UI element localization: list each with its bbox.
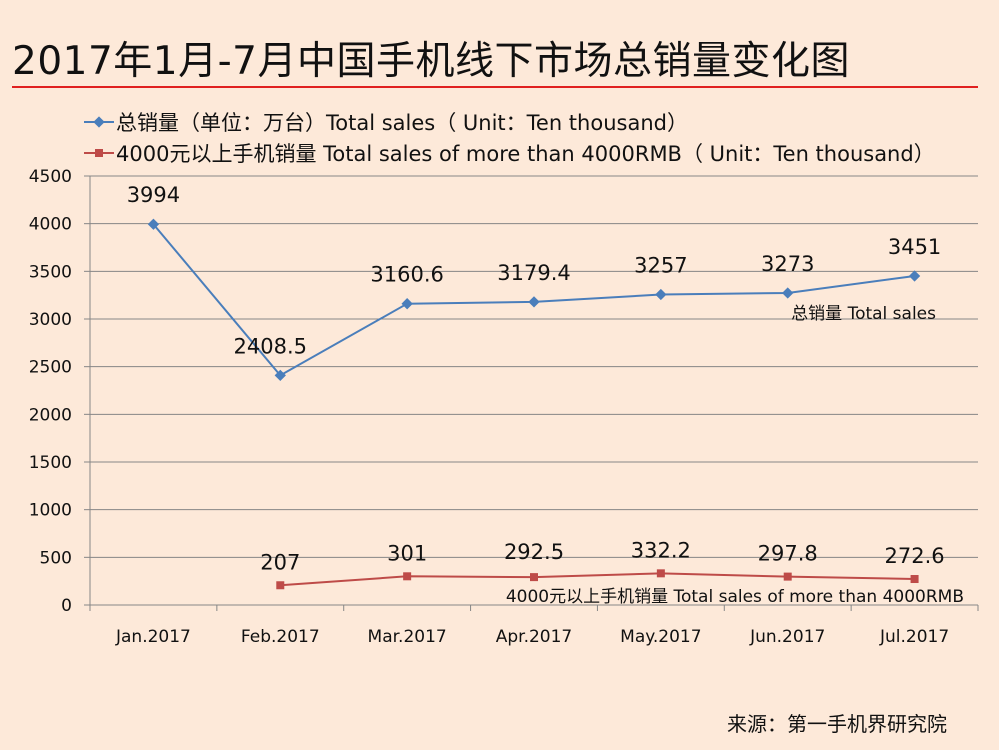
data-point-diamond bbox=[147, 218, 160, 230]
x-tick-label: Jun.2017 bbox=[749, 627, 825, 647]
data-label: 3160.6 bbox=[370, 263, 443, 287]
y-tick-label: 4500 bbox=[29, 167, 72, 187]
data-point-diamond bbox=[655, 288, 667, 301]
legend-label-premium: 4000元以上手机销量 Total sales of more than 400… bbox=[116, 141, 935, 166]
y-tick-label: 1000 bbox=[29, 501, 72, 521]
y-tick-label: 1500 bbox=[29, 453, 72, 473]
legend-item-total: 总销量（单位：万台）Total sales（ Unit：Ten thousand… bbox=[84, 106, 935, 137]
chart-title: 2017年1月-7月中国手机线下市场总销量变化图 bbox=[12, 39, 850, 84]
data-point-square bbox=[403, 572, 412, 581]
source-note: 来源：第一手机界研究院 bbox=[727, 712, 947, 736]
x-tick-label: Feb.2017 bbox=[241, 627, 320, 647]
y-tick-label: 500 bbox=[40, 548, 72, 568]
data-point-square bbox=[783, 572, 792, 581]
data-point-square bbox=[276, 581, 285, 590]
y-tick-label: 2500 bbox=[29, 358, 72, 378]
x-tick-label: Apr.2017 bbox=[496, 627, 573, 647]
y-tick-label: 3500 bbox=[29, 262, 72, 282]
data-label: 3451 bbox=[888, 235, 941, 259]
data-label: 297.8 bbox=[758, 542, 818, 566]
data-label: 301 bbox=[387, 541, 427, 565]
data-label: 3994 bbox=[127, 183, 180, 207]
data-label: 207 bbox=[260, 550, 300, 574]
data-point-diamond bbox=[401, 298, 413, 310]
x-tick-label: Mar.2017 bbox=[368, 627, 447, 647]
y-tick-label: 0 bbox=[61, 596, 72, 616]
data-point-diamond bbox=[782, 287, 794, 299]
legend-marker-diamond bbox=[84, 112, 114, 132]
data-label: 3273 bbox=[761, 252, 814, 276]
data-label: 3179.4 bbox=[497, 261, 570, 285]
data-point-square bbox=[656, 569, 665, 578]
series-line-premium bbox=[280, 572, 915, 587]
data-point-square bbox=[910, 575, 919, 584]
y-tick-label: 3000 bbox=[29, 310, 72, 330]
data-label: 3257 bbox=[634, 253, 687, 277]
data-point-diamond bbox=[274, 369, 286, 382]
series-annotation-premium: 4000元以上手机销量 Total sales of more than 400… bbox=[506, 587, 964, 607]
x-tick-label: Jul.2017 bbox=[879, 627, 949, 647]
data-point-square bbox=[530, 573, 538, 582]
title-underline bbox=[12, 86, 978, 88]
data-label: 292.5 bbox=[504, 540, 564, 564]
legend: 总销量（单位：万台）Total sales（ Unit：Ten thousand… bbox=[84, 106, 935, 168]
x-tick-label: May.2017 bbox=[620, 627, 701, 647]
y-tick-label: 4000 bbox=[29, 215, 72, 235]
legend-item-premium: 4000元以上手机销量 Total sales of more than 400… bbox=[84, 137, 935, 168]
data-label: 272.6 bbox=[885, 544, 945, 568]
data-point-diamond bbox=[908, 270, 921, 282]
legend-marker-square bbox=[84, 143, 114, 163]
data-point-diamond bbox=[528, 296, 540, 308]
y-tick-label: 2000 bbox=[29, 405, 72, 425]
data-label: 2408.5 bbox=[234, 334, 307, 358]
data-label: 332.2 bbox=[631, 538, 691, 562]
x-tick-label: Jan.2017 bbox=[115, 627, 191, 647]
legend-label-total: 总销量（单位：万台）Total sales（ Unit：Ten thousand… bbox=[116, 110, 688, 135]
series-annotation-total: 总销量 Total sales bbox=[791, 304, 936, 324]
